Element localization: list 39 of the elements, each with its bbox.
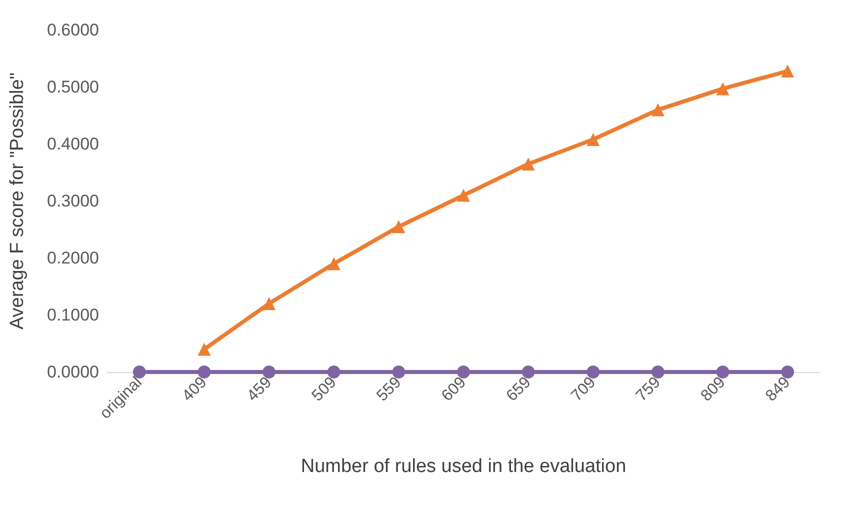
point (522, 366, 535, 378)
y-tick-label: 0.3000 (47, 192, 99, 210)
x-tick-label: 409 (179, 374, 210, 405)
point (327, 257, 340, 270)
point (327, 366, 340, 378)
point (651, 366, 664, 378)
y-axis-title: Average F score for "Possible" (7, 72, 28, 330)
point (522, 157, 535, 170)
x-axis-title: Number of rules used in the evaluation (300, 456, 626, 477)
y-tick-label: 0.6000 (47, 20, 99, 40)
x-tick-label: 659 (503, 374, 534, 405)
y-tick-label: 0.4000 (47, 134, 99, 154)
point (392, 220, 406, 234)
point (586, 132, 600, 146)
x-tick-label: 559 (374, 374, 405, 405)
point (716, 366, 730, 378)
x-tick-label: 709 (568, 374, 600, 405)
y-tick-label: 0.1000 (47, 306, 99, 324)
point (198, 366, 211, 378)
y-tick-label: 0.5000 (47, 78, 99, 96)
y-tick-label: 0.2000 (47, 248, 99, 268)
x-tick-label: 849 (762, 374, 794, 405)
point (198, 342, 211, 356)
x-tick-label: 509 (308, 374, 340, 405)
point (586, 366, 600, 378)
point (716, 82, 730, 96)
point (392, 366, 406, 378)
y-tick-label: 0.0000 (47, 362, 99, 382)
point (262, 297, 276, 310)
point (781, 366, 794, 378)
x-tick-label: 759 (633, 374, 664, 405)
point (457, 188, 470, 202)
x-tick-label: 459 (244, 374, 276, 405)
x-tick-label: 609 (438, 374, 470, 405)
point (651, 103, 664, 116)
point (781, 64, 794, 78)
point (457, 366, 470, 378)
x-tick-label: 809 (698, 374, 729, 405)
point (262, 366, 276, 378)
